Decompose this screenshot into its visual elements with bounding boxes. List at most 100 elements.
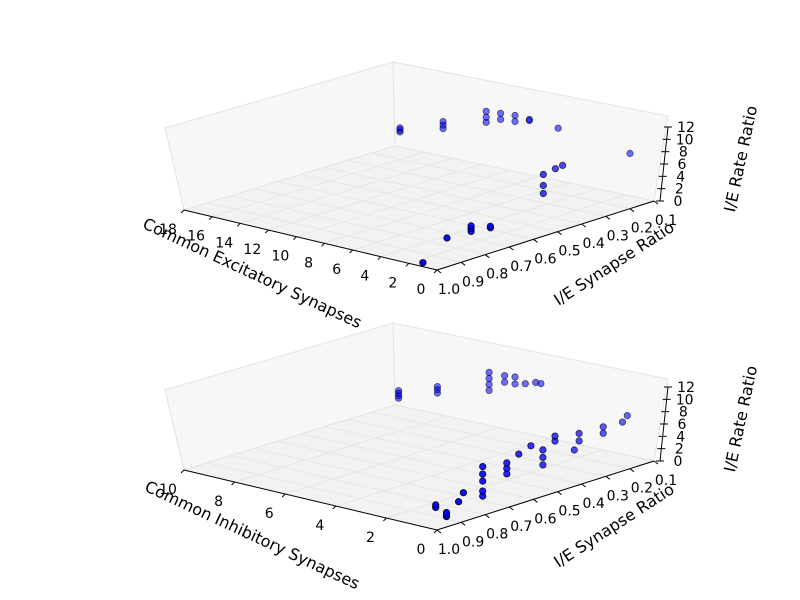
z-tick-label: 12 (677, 380, 695, 396)
data-point (515, 450, 523, 458)
grid-line (254, 447, 510, 508)
grid-line (230, 195, 486, 256)
data-point (511, 111, 519, 120)
data-point (525, 115, 534, 124)
data-point (623, 411, 631, 420)
grid-line (371, 411, 630, 470)
data-point (459, 489, 467, 497)
data-point (442, 508, 451, 517)
x-tick-label: 16 (187, 229, 205, 245)
x-tick-mark (321, 242, 325, 247)
x-tick-mark (377, 256, 382, 261)
x-tick-mark (332, 505, 337, 510)
data-point (539, 453, 547, 461)
grid-line (324, 166, 582, 225)
y-tick-label: 0.8 (486, 527, 508, 543)
y-tick-mark (436, 269, 442, 274)
y-tick-mark (581, 483, 586, 488)
y-tick-label: 1.0 (438, 542, 460, 558)
y-tick-mark (509, 246, 514, 251)
y-tick-mark (533, 498, 538, 503)
y-tick-label: 0.5 (558, 244, 580, 260)
x-tick-mark (180, 209, 185, 214)
data-point (511, 380, 519, 388)
data-point (486, 222, 494, 230)
data-point (485, 368, 493, 376)
grid-line (296, 169, 511, 238)
data-point (485, 380, 493, 388)
data-point (479, 470, 487, 478)
z-tick-label: 10 (676, 132, 694, 148)
x-tick-label: 0 (417, 282, 426, 298)
x-tick-label: 10 (159, 482, 177, 498)
data-point (503, 459, 511, 467)
grid-line (386, 449, 603, 519)
data-point (482, 113, 490, 121)
y-tick-mark (509, 506, 514, 511)
grid-line (207, 202, 462, 263)
data-point (419, 259, 427, 267)
grid-line (324, 426, 582, 485)
y-tick-mark (653, 200, 659, 205)
data-point (575, 429, 583, 437)
x-tick-label: 2 (366, 530, 375, 546)
grid-line (352, 182, 568, 251)
data-point (396, 124, 404, 132)
x-tick-label: 4 (315, 518, 324, 534)
x-tick-mark (208, 216, 213, 221)
data-point (527, 442, 535, 450)
x-tick-label: 14 (215, 235, 233, 251)
data-point (482, 107, 490, 115)
data-point (551, 432, 559, 440)
x-tick-label: 12 (243, 242, 261, 258)
y-tick-label: 0.9 (462, 534, 484, 550)
data-point (539, 461, 547, 469)
y-tick-label: 1.0 (438, 282, 460, 298)
data-point (485, 374, 493, 382)
data-point (570, 446, 578, 454)
grid-line (240, 157, 453, 224)
x-tick-label: 8 (214, 494, 223, 510)
grid-line (207, 462, 462, 523)
data-point (626, 149, 634, 158)
data-point (485, 386, 493, 394)
y-tick-mark (581, 223, 586, 228)
y-tick-mark (605, 215, 611, 220)
data-point (558, 161, 567, 169)
z-tick-label: 6 (678, 417, 687, 433)
y-axis-line (436, 200, 655, 271)
z-axis-label: I/E Rate Ratio (720, 104, 761, 214)
x-tick-mark (236, 222, 241, 227)
grid-line (301, 433, 558, 493)
data-point (539, 170, 547, 179)
data-point (575, 437, 583, 445)
z-tick-label: 4 (676, 429, 685, 445)
grid-line (394, 404, 655, 462)
x-tick-mark (433, 269, 438, 274)
x-tick-label: 10 (272, 249, 290, 265)
data-point (439, 118, 447, 126)
data-point (511, 373, 519, 381)
x-tick-mark (349, 249, 354, 254)
y-tick-mark (484, 254, 490, 259)
data-point (511, 117, 519, 126)
y-tick-label: 0.7 (510, 519, 532, 535)
y-tick-mark (460, 261, 466, 266)
y-tick-label: 0.1 (655, 473, 677, 489)
z-tick-label: 6 (678, 157, 687, 173)
grid-line (285, 426, 499, 495)
grid-line (380, 188, 597, 258)
x-tick-mark (264, 229, 269, 234)
y-tick-label: 0.4 (583, 496, 605, 512)
z-tick-label: 2 (675, 182, 684, 198)
grid-line (348, 418, 606, 477)
x-tick-mark (433, 529, 438, 534)
data-point (551, 165, 560, 173)
z-tick-label: 10 (676, 392, 694, 408)
x-tick-label: 18 (159, 222, 177, 238)
y-tick-mark (629, 208, 635, 213)
grid-line (335, 438, 551, 507)
data-point (479, 462, 487, 471)
grid-line (408, 194, 626, 264)
data-point (454, 498, 463, 506)
